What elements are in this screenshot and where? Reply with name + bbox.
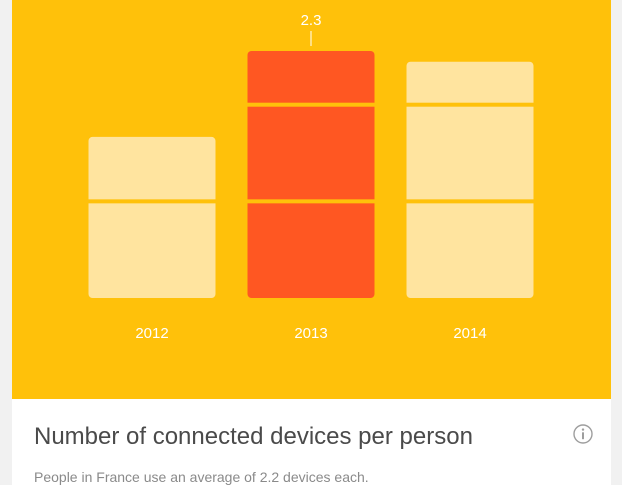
- chart-panel: 2012 2013 2014 2.3: [12, 0, 611, 399]
- category-label: 2013: [294, 325, 327, 342]
- chart-card: 2012 2013 2014 2.3 Number of connected devi…: [12, 0, 611, 485]
- bar-2014: [406, 61, 534, 298]
- value-label: 2.3: [301, 12, 322, 29]
- info-icon: [573, 424, 593, 444]
- bar-divider: [406, 102, 534, 107]
- bar-divider: [247, 199, 375, 204]
- card-subtitle: People in France use an average of 2.2 d…: [34, 469, 369, 485]
- bar-divider: [88, 199, 216, 204]
- bar-chart: 2012 2013 2014 2.3: [88, 12, 534, 342]
- card-title: Number of connected devices per person: [34, 423, 473, 450]
- category-label: 2014: [453, 325, 486, 342]
- category-label: 2012: [135, 325, 168, 342]
- bar-divider: [406, 199, 534, 204]
- bar-2012: [88, 136, 216, 298]
- bar-divider: [247, 102, 375, 107]
- info-button[interactable]: [573, 424, 593, 444]
- bar-2013: [247, 51, 375, 298]
